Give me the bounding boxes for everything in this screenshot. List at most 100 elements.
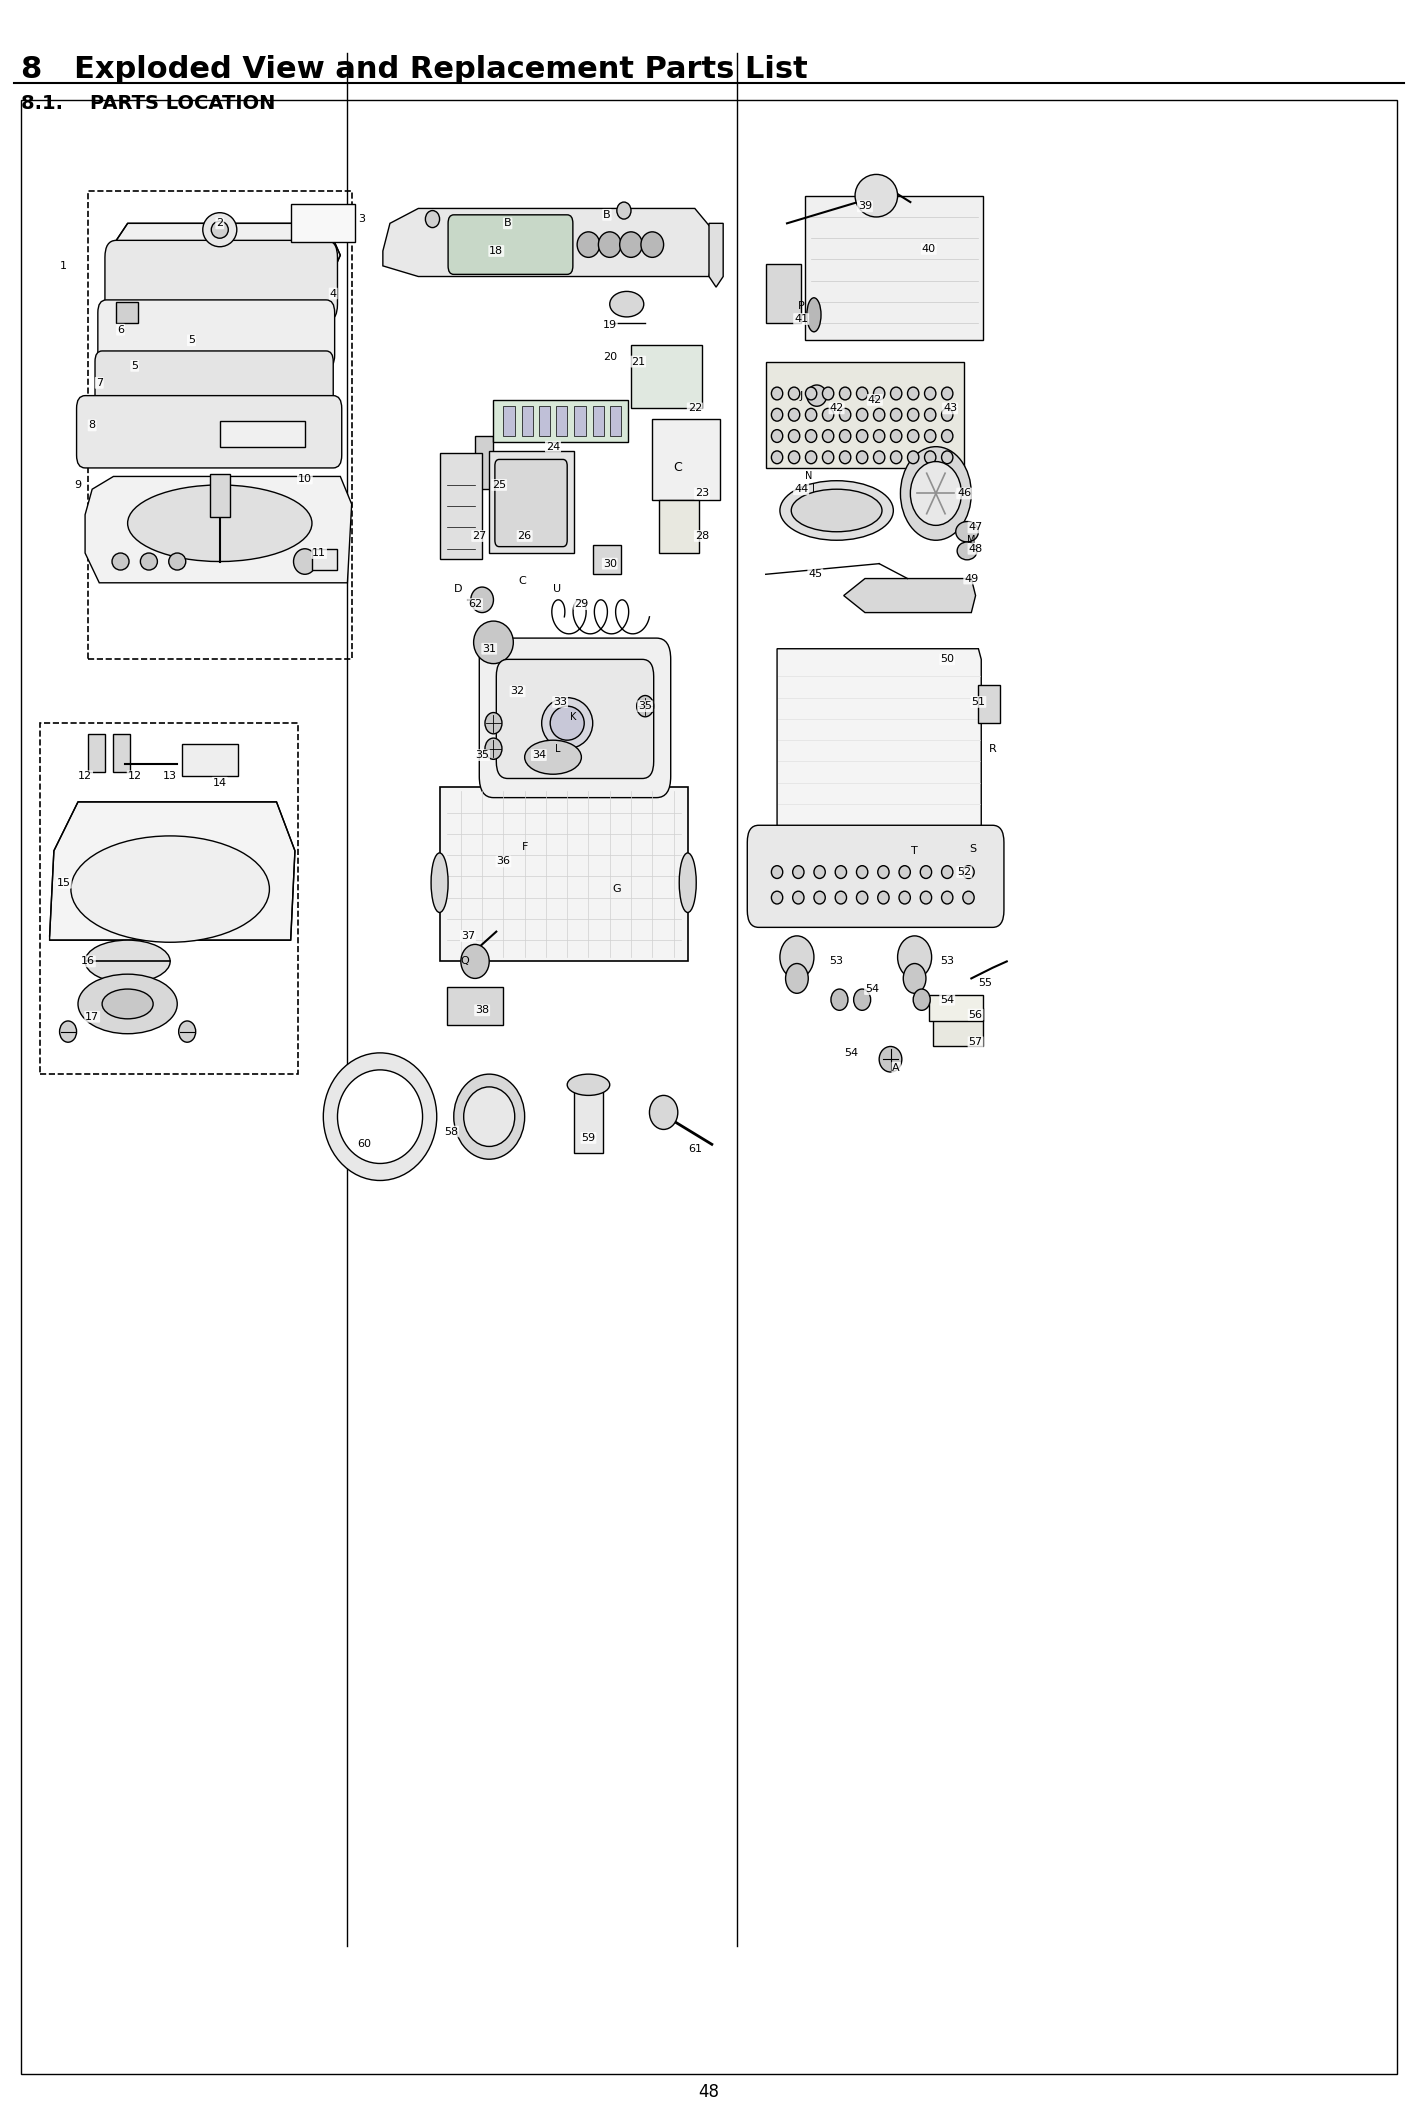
Text: C: C bbox=[518, 576, 526, 585]
Text: 16: 16 bbox=[81, 957, 95, 966]
Ellipse shape bbox=[891, 430, 902, 442]
Text: 33: 33 bbox=[553, 698, 567, 706]
Text: A: A bbox=[892, 1064, 900, 1072]
Bar bbox=[440, 453, 482, 559]
Bar bbox=[291, 204, 354, 242]
Ellipse shape bbox=[140, 553, 157, 570]
FancyBboxPatch shape bbox=[495, 459, 567, 547]
Ellipse shape bbox=[920, 866, 932, 878]
Ellipse shape bbox=[925, 451, 936, 464]
Text: 7: 7 bbox=[95, 379, 104, 387]
Ellipse shape bbox=[641, 232, 664, 257]
Ellipse shape bbox=[873, 387, 885, 400]
Text: R: R bbox=[988, 744, 997, 753]
Text: 61: 61 bbox=[688, 1144, 702, 1153]
Polygon shape bbox=[106, 223, 340, 287]
Ellipse shape bbox=[805, 387, 817, 400]
Bar bbox=[182, 744, 238, 776]
Bar bbox=[593, 545, 621, 574]
Bar bbox=[766, 264, 801, 323]
Bar bbox=[978, 685, 1000, 723]
Polygon shape bbox=[468, 436, 493, 515]
Ellipse shape bbox=[942, 866, 953, 878]
Ellipse shape bbox=[963, 891, 974, 904]
Bar bbox=[652, 419, 720, 500]
Bar bbox=[440, 787, 688, 961]
Text: 12: 12 bbox=[128, 772, 142, 781]
Ellipse shape bbox=[891, 451, 902, 464]
Ellipse shape bbox=[550, 706, 584, 740]
Ellipse shape bbox=[908, 430, 919, 442]
Ellipse shape bbox=[822, 408, 834, 421]
Ellipse shape bbox=[788, 451, 800, 464]
Ellipse shape bbox=[128, 485, 312, 562]
Ellipse shape bbox=[610, 291, 644, 317]
Ellipse shape bbox=[793, 866, 804, 878]
Text: 35: 35 bbox=[475, 751, 489, 759]
Ellipse shape bbox=[771, 451, 783, 464]
Text: 48: 48 bbox=[699, 2084, 719, 2101]
Ellipse shape bbox=[788, 430, 800, 442]
Ellipse shape bbox=[788, 408, 800, 421]
Bar bbox=[88, 734, 105, 772]
Bar bbox=[805, 196, 983, 340]
Bar bbox=[574, 1085, 603, 1153]
Text: 52: 52 bbox=[957, 868, 971, 876]
Text: 37: 37 bbox=[461, 932, 475, 940]
Text: 54: 54 bbox=[865, 985, 879, 993]
Ellipse shape bbox=[485, 713, 502, 734]
Text: 11: 11 bbox=[312, 549, 326, 557]
Text: 48: 48 bbox=[968, 545, 983, 553]
Ellipse shape bbox=[854, 989, 871, 1010]
Text: 49: 49 bbox=[964, 574, 978, 583]
FancyBboxPatch shape bbox=[448, 215, 573, 274]
Text: 30: 30 bbox=[603, 559, 617, 568]
Ellipse shape bbox=[617, 202, 631, 219]
Ellipse shape bbox=[771, 430, 783, 442]
Ellipse shape bbox=[856, 891, 868, 904]
Text: 23: 23 bbox=[695, 489, 709, 498]
Ellipse shape bbox=[425, 211, 440, 228]
Bar bbox=[933, 1008, 983, 1046]
Ellipse shape bbox=[839, 408, 851, 421]
Text: 15: 15 bbox=[57, 878, 71, 887]
Ellipse shape bbox=[337, 1070, 423, 1163]
Polygon shape bbox=[50, 802, 295, 940]
Text: 14: 14 bbox=[213, 778, 227, 787]
Ellipse shape bbox=[598, 232, 621, 257]
Ellipse shape bbox=[913, 989, 930, 1010]
Bar bbox=[522, 406, 533, 436]
Text: 6: 6 bbox=[118, 325, 123, 334]
Ellipse shape bbox=[942, 408, 953, 421]
Ellipse shape bbox=[323, 1053, 437, 1180]
Ellipse shape bbox=[85, 940, 170, 983]
Text: 59: 59 bbox=[581, 1134, 596, 1142]
Bar bbox=[556, 406, 567, 436]
Text: 19: 19 bbox=[603, 321, 617, 330]
Text: B: B bbox=[603, 211, 611, 219]
Ellipse shape bbox=[525, 740, 581, 774]
Ellipse shape bbox=[431, 853, 448, 912]
Ellipse shape bbox=[942, 430, 953, 442]
Ellipse shape bbox=[908, 387, 919, 400]
Text: 10: 10 bbox=[298, 474, 312, 483]
Ellipse shape bbox=[873, 430, 885, 442]
Text: G: G bbox=[613, 885, 621, 893]
Ellipse shape bbox=[464, 1087, 515, 1146]
Ellipse shape bbox=[956, 521, 978, 542]
Ellipse shape bbox=[856, 430, 868, 442]
Text: 41: 41 bbox=[794, 315, 808, 323]
Polygon shape bbox=[844, 579, 976, 613]
Ellipse shape bbox=[474, 621, 513, 664]
Ellipse shape bbox=[567, 1074, 610, 1095]
Ellipse shape bbox=[879, 1046, 902, 1072]
Ellipse shape bbox=[780, 481, 893, 540]
Text: 45: 45 bbox=[808, 570, 822, 579]
Ellipse shape bbox=[814, 866, 825, 878]
Ellipse shape bbox=[807, 298, 821, 332]
Ellipse shape bbox=[856, 408, 868, 421]
Text: K: K bbox=[570, 713, 576, 721]
Text: P: P bbox=[798, 302, 804, 311]
Ellipse shape bbox=[793, 891, 804, 904]
Text: 22: 22 bbox=[688, 404, 702, 413]
